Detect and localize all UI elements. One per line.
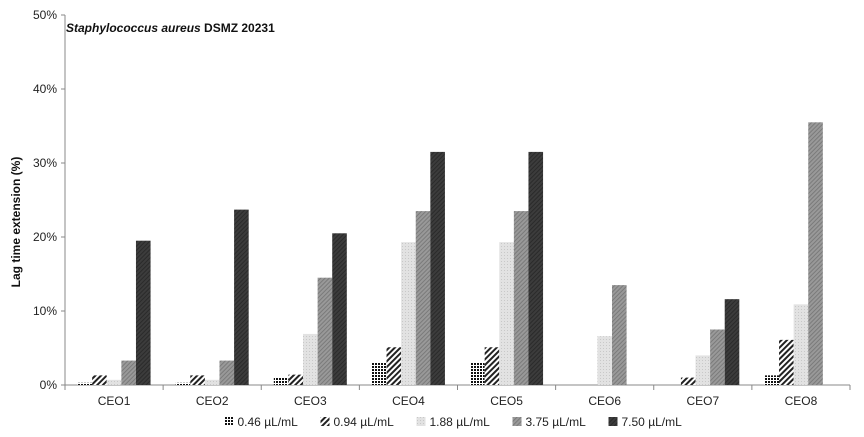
bar [779, 339, 794, 385]
bar [808, 122, 823, 386]
bar [710, 329, 725, 385]
bar [680, 377, 696, 385]
bar [135, 240, 151, 385]
legend-label: 1.88 µL/mL [430, 415, 491, 429]
bar [764, 375, 780, 385]
x-tick-label: CEO6 [588, 394, 621, 408]
bar-series-group [77, 122, 823, 386]
bar [430, 151, 445, 385]
x-tick-label: CEO3 [294, 394, 327, 408]
bar [470, 362, 485, 385]
bar [190, 375, 205, 385]
bar [175, 382, 191, 385]
legend-swatch [224, 417, 234, 426]
legend-label: 0.46 µL/mL [238, 415, 299, 429]
bar [611, 285, 627, 385]
bar [332, 233, 347, 385]
x-axis: CEO1 CEO2 CEO3 CEO4 CEO5 CEO6 CEO7 CEO8 [64, 384, 851, 408]
x-tick-label: CEO4 [392, 394, 425, 408]
legend-item: 7.50 µL/mL [608, 415, 683, 429]
chart-title-rest: DSMZ 20231 [201, 21, 275, 35]
legend-label: 0.94 µL/mL [334, 415, 395, 429]
bar [386, 347, 402, 385]
legend-label: 7.50 µL/mL [622, 415, 683, 429]
bar-series [121, 122, 823, 386]
bar [401, 242, 416, 385]
legend-item: 3.75 µL/mL [512, 415, 587, 429]
bar [793, 304, 809, 385]
bar [303, 333, 318, 385]
legend-swatch [416, 417, 426, 426]
bar [513, 211, 529, 385]
bar [528, 151, 544, 385]
chart-title: Staphylococcus aureus DSMZ 20231 [66, 21, 275, 35]
bar [204, 379, 220, 385]
x-tick-label: CEO8 [785, 394, 818, 408]
bar [273, 377, 289, 385]
chart-title-italic: Staphylococcus aureus [66, 21, 201, 35]
bar [219, 360, 235, 385]
y-tick-label: 50% [33, 8, 57, 22]
x-tick-label: CEO7 [686, 394, 719, 408]
y-axis: 0% 10% 20% 30% 40% 50% [33, 8, 66, 392]
bar [77, 382, 93, 385]
bar-series [106, 242, 809, 385]
legend-swatch [608, 417, 618, 426]
bar [106, 379, 122, 385]
y-tick-label: 20% [33, 230, 57, 244]
bar [317, 277, 333, 385]
bar [288, 374, 304, 385]
bar-series [77, 362, 780, 385]
y-tick-label: 0% [40, 378, 58, 392]
x-tick-label: CEO1 [98, 394, 131, 408]
bar-series [135, 151, 740, 385]
legend-item: 0.46 µL/mL [224, 415, 299, 429]
bar-series [92, 339, 794, 385]
y-tick-label: 10% [33, 304, 57, 318]
bar [415, 211, 431, 385]
bar [499, 242, 514, 385]
legend-swatch [512, 417, 522, 426]
legend: 0.46 µL/mL 0.94 µL/mL 1.88 µL/mL 3.75 µL/mL… [224, 415, 683, 429]
bar [724, 299, 740, 385]
bar [597, 336, 612, 385]
y-axis-title: Lag time extension (%) [9, 157, 23, 288]
legend-item: 0.94 µL/mL [320, 415, 395, 429]
bar [484, 347, 500, 385]
bar [92, 375, 107, 385]
x-tick-label: CEO2 [196, 394, 229, 408]
y-tick-label: 30% [33, 156, 57, 170]
bar [121, 360, 136, 385]
bar [695, 355, 711, 385]
x-tick-label: CEO5 [490, 394, 523, 408]
y-tick-label: 40% [33, 82, 57, 96]
legend-label: 3.75 µL/mL [526, 415, 587, 429]
bar [371, 362, 387, 385]
bar [234, 209, 249, 385]
legend-item: 1.88 µL/mL [416, 415, 491, 429]
legend-swatch [320, 417, 330, 426]
